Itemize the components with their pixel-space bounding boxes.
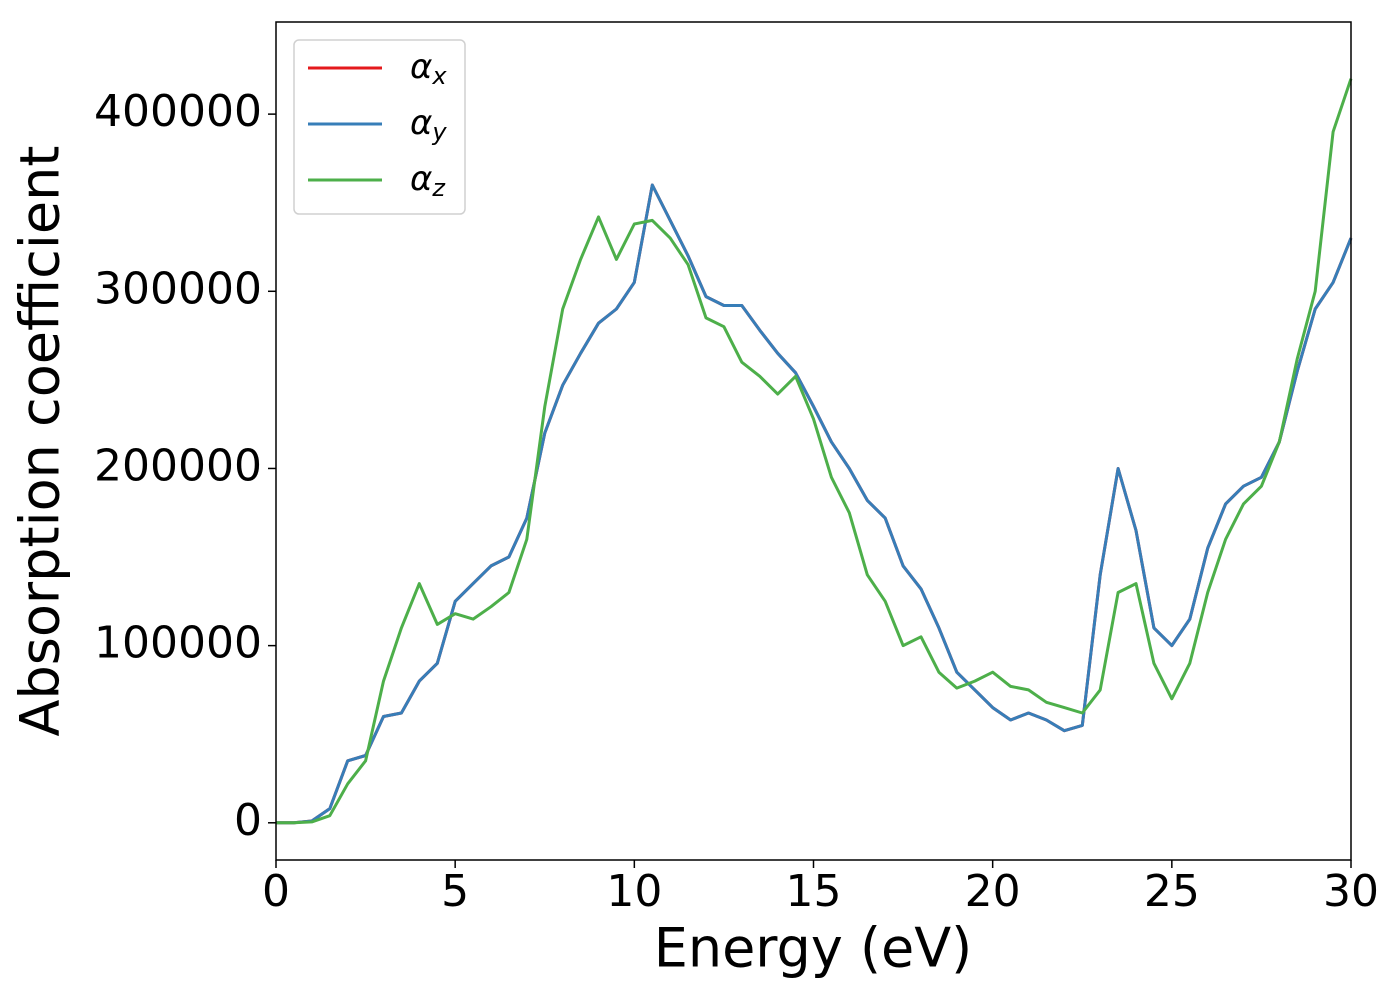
x-tick-label: 20 xyxy=(965,866,1021,917)
x-tick-label: 30 xyxy=(1323,866,1379,917)
x-tick-label: 15 xyxy=(786,866,842,917)
legend-label: αz xyxy=(410,159,446,203)
x-axis-label: Energy (eV) xyxy=(654,917,973,980)
x-tick-label: 25 xyxy=(1144,866,1200,917)
legend-box xyxy=(293,39,466,215)
legend-label: αy xyxy=(410,103,447,147)
y-axis-label: Absorption coefficient xyxy=(9,146,72,737)
series-line xyxy=(276,78,1353,825)
x-tick-label: 10 xyxy=(606,866,662,917)
y-tick-label: 300000 xyxy=(94,263,262,314)
lines xyxy=(276,78,1353,825)
y-tick-label: 0 xyxy=(234,795,262,846)
x-tick-label: 0 xyxy=(262,866,290,917)
y-tick-label: 100000 xyxy=(94,618,262,669)
y-tick-label: 400000 xyxy=(94,86,262,137)
y-tick-label: 200000 xyxy=(94,440,262,491)
x-tick-label: 5 xyxy=(441,866,469,917)
series-line xyxy=(276,183,1353,825)
legend-label: αx xyxy=(410,47,447,91)
